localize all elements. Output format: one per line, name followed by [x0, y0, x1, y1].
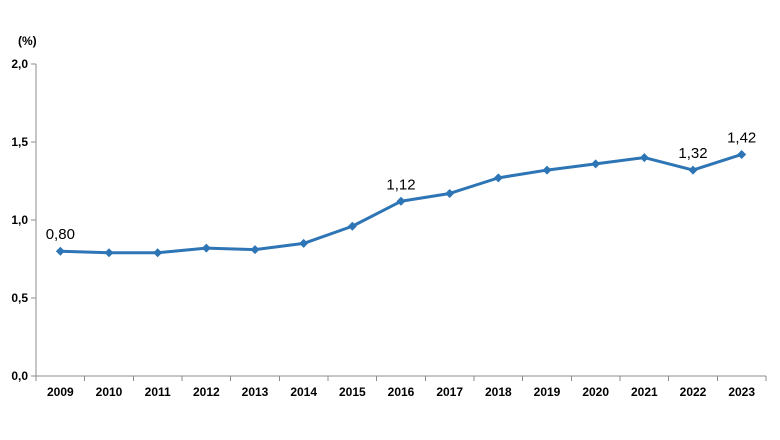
data-point-marker — [737, 149, 747, 159]
x-tick-label: 2017 — [436, 385, 463, 399]
x-tick-label: 2020 — [582, 385, 609, 399]
data-point-marker — [396, 196, 406, 206]
x-tick-label: 2022 — [680, 385, 707, 399]
x-tick-label: 2010 — [96, 385, 123, 399]
x-tick-label: 2018 — [485, 385, 512, 399]
x-tick-label: 2023 — [728, 385, 755, 399]
y-tick-label: 0,0 — [11, 369, 28, 383]
x-tick-label: 2021 — [631, 385, 658, 399]
x-axis-ticks: 2009 2010 2011 2012 2013 2014 2015 2016 2017 2018… — [35, 376, 767, 399]
data-labels: 0,80 1,12 1,32 1,42 — [46, 129, 757, 243]
data-point-marker — [445, 188, 455, 198]
y-axis-ticks: 0,0 0,5 1,0 1,5 2,0 — [11, 57, 36, 383]
data-point-marker — [688, 165, 698, 175]
data-point-marker — [493, 173, 503, 183]
x-tick-label: 2011 — [145, 385, 171, 399]
data-label: 0,80 — [46, 226, 75, 243]
x-tick-label: 2014 — [290, 385, 317, 399]
data-point-marker — [55, 246, 65, 256]
data-point-marker — [250, 245, 260, 255]
y-tick-label: 2,0 — [11, 57, 28, 71]
x-tick-label: 2019 — [534, 385, 561, 399]
x-tick-label: 2015 — [339, 385, 366, 399]
data-point-marker — [591, 159, 601, 169]
series-group — [55, 149, 747, 258]
data-point-marker — [299, 238, 309, 248]
x-tick-label: 2012 — [193, 385, 220, 399]
x-tick-label: 2016 — [388, 385, 415, 399]
data-point-marker — [542, 165, 552, 175]
y-tick-label: 1,5 — [11, 135, 28, 149]
axes — [35, 64, 766, 377]
data-point-marker — [104, 248, 114, 258]
data-point-marker — [153, 248, 163, 258]
y-tick-label: 1,0 — [11, 213, 28, 227]
data-label: 1,42 — [727, 129, 756, 146]
data-point-marker — [201, 243, 211, 253]
x-tick-label: 2009 — [47, 385, 74, 399]
y-tick-label: 0,5 — [11, 291, 28, 305]
data-label: 1,12 — [386, 176, 415, 193]
data-point-marker — [347, 221, 357, 231]
y-axis-unit-label: (%) — [18, 34, 37, 48]
data-point-marker — [639, 153, 649, 163]
data-label: 1,32 — [678, 145, 707, 162]
x-tick-label: 2013 — [242, 385, 269, 399]
